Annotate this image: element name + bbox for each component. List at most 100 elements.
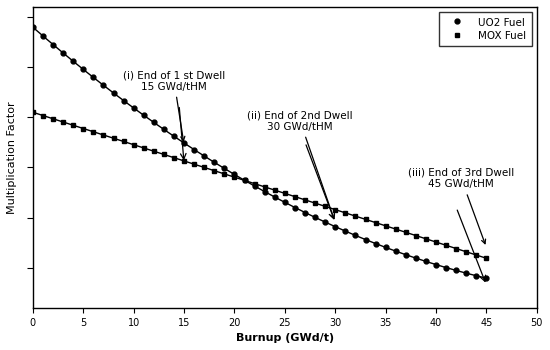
Line: UO2 Fuel: UO2 Fuel [30, 25, 489, 281]
Line: MOX Fuel: MOX Fuel [30, 110, 489, 261]
UO2 Fuel [302, 210, 309, 215]
UO2 Fuel [342, 229, 349, 233]
Legend: UO2 Fuel, MOX Fuel: UO2 Fuel, MOX Fuel [439, 12, 532, 46]
UO2 Fuel [231, 173, 238, 177]
UO2 Fuel [30, 25, 36, 29]
UO2 Fuel [70, 59, 76, 63]
UO2 Fuel [40, 34, 46, 38]
MOX Fuel [312, 201, 318, 205]
MOX Fuel [423, 237, 430, 241]
MOX Fuel [181, 159, 188, 163]
MOX Fuel [292, 195, 298, 199]
MOX Fuel [403, 230, 409, 235]
MOX Fuel [211, 169, 218, 173]
UO2 Fuel [282, 200, 288, 204]
UO2 Fuel [80, 67, 86, 71]
UO2 Fuel [332, 225, 339, 229]
MOX Fuel [473, 253, 480, 257]
UO2 Fuel [100, 83, 107, 88]
MOX Fuel [70, 123, 76, 127]
UO2 Fuel [272, 195, 278, 199]
Text: (ii) End of 2nd Dwell
30 GWd/tHM: (ii) End of 2nd Dwell 30 GWd/tHM [247, 110, 353, 219]
Text: (i) End of 1 st Dwell
15 GWd/tHM: (i) End of 1 st Dwell 15 GWd/tHM [123, 70, 225, 141]
MOX Fuel [231, 175, 238, 179]
MOX Fuel [191, 162, 197, 166]
UO2 Fuel [352, 233, 359, 238]
UO2 Fuel [161, 127, 167, 132]
MOX Fuel [362, 217, 369, 222]
UO2 Fuel [50, 42, 56, 47]
UO2 Fuel [483, 276, 490, 280]
MOX Fuel [322, 204, 328, 209]
UO2 Fuel [251, 184, 258, 188]
MOX Fuel [110, 136, 117, 140]
MOX Fuel [221, 172, 228, 176]
MOX Fuel [40, 113, 46, 118]
UO2 Fuel [372, 241, 379, 246]
MOX Fuel [241, 178, 248, 182]
MOX Fuel [60, 120, 67, 124]
UO2 Fuel [423, 259, 430, 264]
MOX Fuel [50, 117, 56, 121]
MOX Fuel [140, 146, 147, 150]
MOX Fuel [352, 214, 359, 218]
UO2 Fuel [312, 215, 318, 219]
MOX Fuel [433, 240, 439, 244]
UO2 Fuel [211, 160, 218, 164]
MOX Fuel [443, 243, 449, 247]
MOX Fuel [302, 198, 309, 202]
X-axis label: Burnup (GWd/t): Burnup (GWd/t) [236, 333, 334, 343]
MOX Fuel [342, 211, 349, 215]
MOX Fuel [332, 208, 339, 212]
MOX Fuel [412, 233, 419, 238]
Text: (iii) End of 3rd Dwell
45 GWd/tHM: (iii) End of 3rd Dwell 45 GWd/tHM [408, 168, 514, 244]
UO2 Fuel [433, 262, 439, 267]
UO2 Fuel [362, 237, 369, 241]
MOX Fuel [90, 130, 97, 134]
UO2 Fuel [292, 205, 298, 210]
MOX Fuel [483, 256, 490, 260]
UO2 Fuel [261, 190, 268, 194]
MOX Fuel [382, 224, 389, 228]
UO2 Fuel [191, 147, 197, 152]
UO2 Fuel [130, 106, 137, 110]
UO2 Fuel [201, 154, 207, 158]
MOX Fuel [272, 188, 278, 192]
UO2 Fuel [90, 75, 97, 79]
UO2 Fuel [403, 253, 409, 257]
MOX Fuel [251, 182, 258, 186]
MOX Fuel [120, 139, 127, 144]
MOX Fuel [261, 185, 268, 189]
MOX Fuel [80, 126, 86, 131]
UO2 Fuel [140, 113, 147, 117]
MOX Fuel [463, 250, 470, 254]
MOX Fuel [393, 227, 399, 231]
MOX Fuel [201, 165, 207, 169]
MOX Fuel [100, 133, 107, 137]
UO2 Fuel [241, 178, 248, 182]
MOX Fuel [282, 191, 288, 196]
UO2 Fuel [393, 249, 399, 253]
MOX Fuel [453, 246, 460, 251]
MOX Fuel [170, 156, 177, 160]
MOX Fuel [151, 149, 157, 153]
UO2 Fuel [151, 120, 157, 125]
UO2 Fuel [443, 266, 449, 270]
UO2 Fuel [463, 271, 470, 275]
MOX Fuel [30, 110, 36, 114]
MOX Fuel [372, 220, 379, 225]
UO2 Fuel [382, 245, 389, 250]
UO2 Fuel [120, 98, 127, 103]
UO2 Fuel [181, 141, 188, 145]
UO2 Fuel [60, 51, 67, 55]
UO2 Fuel [412, 256, 419, 260]
UO2 Fuel [221, 166, 228, 170]
MOX Fuel [130, 143, 137, 147]
MOX Fuel [161, 152, 167, 156]
UO2 Fuel [453, 268, 460, 273]
Y-axis label: Multiplication Factor: Multiplication Factor [7, 101, 17, 214]
UO2 Fuel [473, 274, 480, 278]
UO2 Fuel [170, 134, 177, 139]
UO2 Fuel [322, 220, 328, 224]
UO2 Fuel [110, 91, 117, 95]
